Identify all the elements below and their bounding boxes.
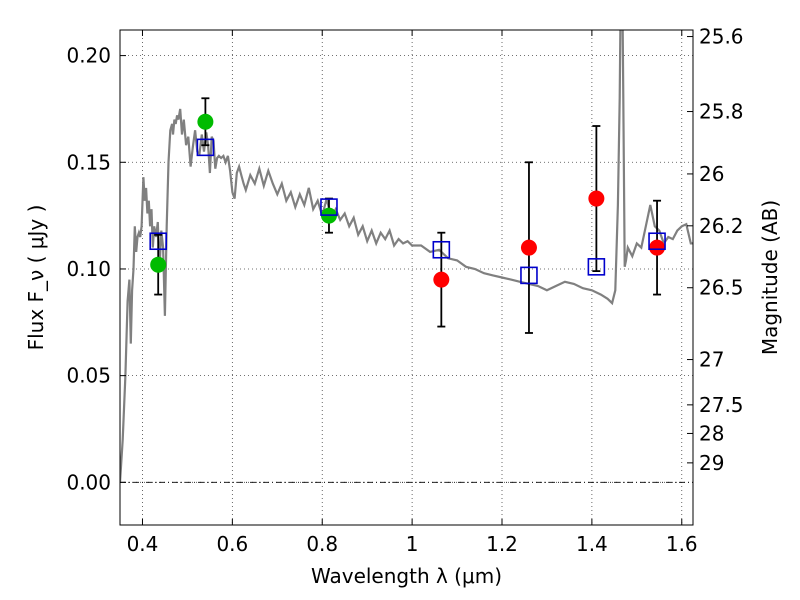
y-tick-label: 0.05 [66,364,111,388]
y-tick-label: 0.10 [66,257,111,281]
grid [120,30,693,525]
right-tick-label: 28 [699,421,724,445]
right-tick-label: 25.8 [699,100,744,124]
right-tick-label: 29 [699,451,724,475]
x-tick-label: 1.4 [576,532,608,556]
y-tick-label: 0.20 [66,44,111,68]
x-tick-label: 0.6 [216,532,248,556]
y-axis-label: Flux F_ν ( μJy ) [24,205,48,351]
model-point [587,258,606,276]
x-tick-label: 0.8 [306,532,338,556]
right-tick-label: 27.5 [699,393,744,417]
x-tick-label: 1.2 [486,532,518,556]
model-point [149,232,167,251]
right-tick-label: 25.6 [699,25,744,49]
right-tick-label: 26 [699,162,724,186]
observed-point [150,256,167,273]
right-tick-label: 26.5 [699,276,744,300]
observed-layer [150,113,666,288]
observed-point [433,271,450,288]
spectrum-line [120,30,693,483]
observed-point [520,239,537,256]
model-point [320,198,338,216]
model-layer [149,138,666,285]
y-tick-label: 0.00 [66,470,111,494]
x-axis-label: Wavelength λ (μm) [311,564,502,588]
observed-point [197,113,214,130]
axis-ticks: 0.4 0.6 0.8 1 1.2 1.4 1.6 0.00 0.05 0.10 0.15 0.20 2… [66,25,743,556]
model-point [520,266,538,285]
plot-frame [119,29,694,526]
spectrum-layer [120,30,693,483]
errorbar-layer [154,97,662,334]
model-point [432,240,451,259]
model-point [648,232,666,251]
right-axis-label: Magnitude (AB) [758,200,782,355]
model-point [196,138,215,157]
x-tick-label: 1 [406,532,419,556]
x-tick-label: 1.6 [666,532,698,556]
x-tick-label: 0.4 [127,532,159,556]
y-tick-label: 0.15 [66,150,111,174]
observed-point [649,239,666,256]
right-tick-label: 26.2 [699,214,744,238]
observed-point [588,190,605,207]
right-tick-label: 27 [699,348,724,372]
